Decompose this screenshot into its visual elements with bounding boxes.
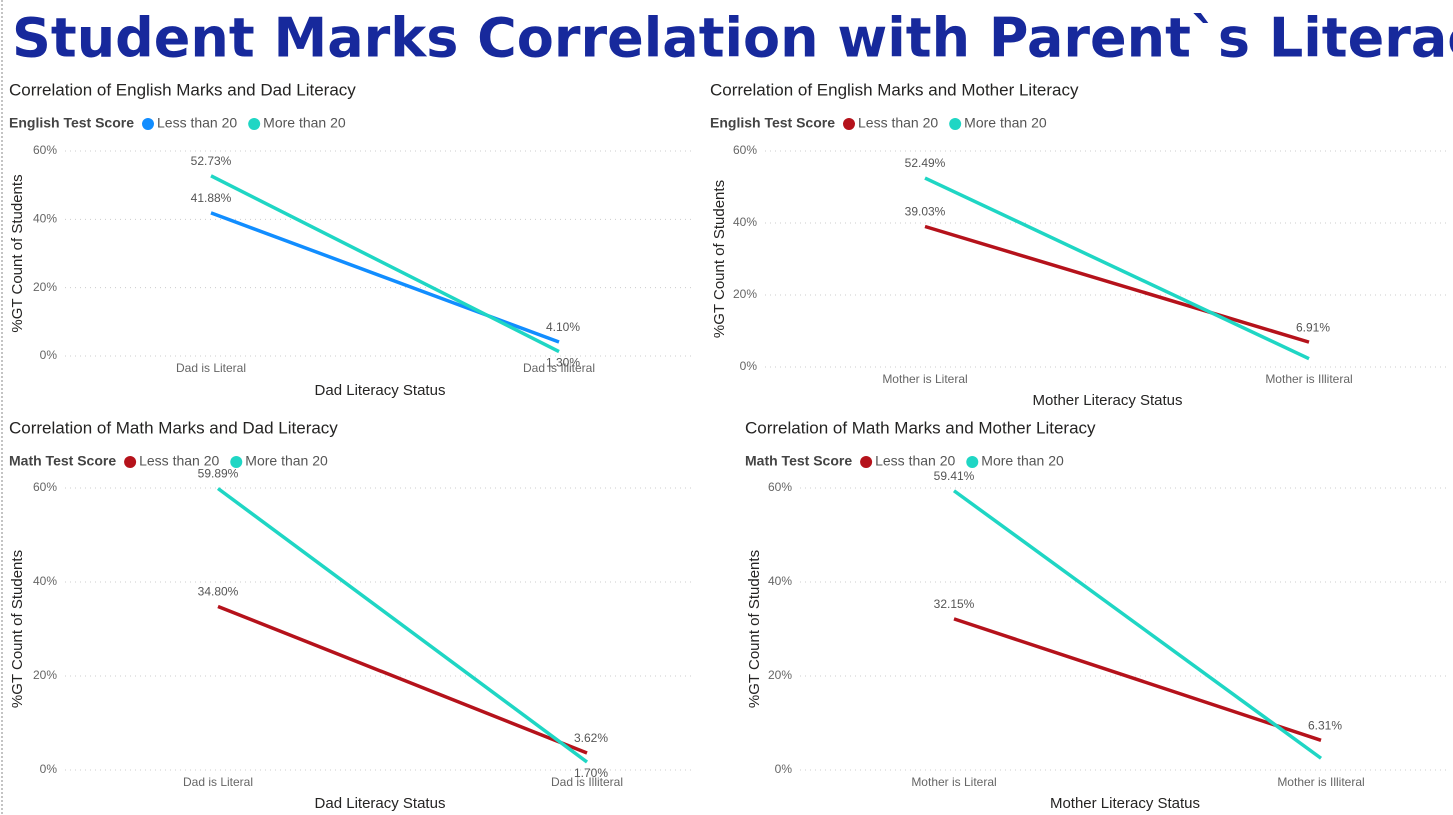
chart: Correlation of Math Marks and Dad Litera… <box>9 418 695 812</box>
x-axis-label: Mother Literacy Status <box>1050 795 1200 812</box>
legend-title: English Test Score <box>9 115 134 131</box>
y-tick-label: 40% <box>733 215 757 229</box>
legend-marker <box>124 456 137 468</box>
data-label: 52.73% <box>191 154 232 168</box>
series-line <box>924 224 1310 344</box>
series-line <box>952 489 1323 760</box>
data-label: 6.31% <box>1308 719 1342 733</box>
x-tick-label: Dad is Literal <box>176 361 246 375</box>
legend-marker <box>142 118 154 130</box>
x-tick-label: Mother is Literal <box>911 775 996 789</box>
data-label: 1.30% <box>546 356 580 370</box>
x-tick-label: Dad is Literal <box>183 775 253 789</box>
legend-label: More than 20 <box>263 115 346 131</box>
y-axis-label: %GT Count of Students <box>9 550 26 708</box>
y-tick-label: 40% <box>768 574 792 588</box>
y-axis-label: %GT Count of Students <box>9 174 26 332</box>
chart: Correlation of Math Marks and Mother Lit… <box>745 418 1450 812</box>
data-label: 59.41% <box>934 469 975 483</box>
legend-marker <box>843 118 855 130</box>
series-line <box>216 487 589 764</box>
data-label: 34.80% <box>198 585 239 599</box>
legend-label: Less than 20 <box>875 453 955 469</box>
dashboard-title: Student Marks Correlation with Parent`s … <box>12 7 1453 70</box>
data-label: 4.10% <box>546 320 580 334</box>
y-tick-label: 0% <box>40 348 58 362</box>
y-tick-label: 20% <box>33 668 57 682</box>
x-tick-label: Mother is Illiteral <box>1265 372 1352 386</box>
series-line <box>217 604 588 755</box>
chart: Correlation of English Marks and Mother … <box>710 80 1450 409</box>
data-label: 3.62% <box>574 731 608 745</box>
series-line <box>210 211 560 344</box>
x-tick-label: Dad is Illiteral <box>551 775 623 789</box>
x-axis-label: Dad Literacy Status <box>315 795 446 812</box>
x-axis-label: Mother Literacy Status <box>1032 392 1182 409</box>
y-tick-label: 60% <box>33 480 57 494</box>
y-tick-label: 20% <box>733 287 757 301</box>
legend-marker <box>966 456 979 468</box>
data-label: 6.91% <box>1296 320 1330 334</box>
y-tick-label: 60% <box>33 143 57 157</box>
x-tick-label: Mother is Literal <box>882 372 967 386</box>
y-tick-label: 0% <box>775 762 793 776</box>
y-tick-label: 20% <box>768 668 792 682</box>
legend-title: Math Test Score <box>9 453 116 469</box>
y-tick-label: 0% <box>740 359 758 373</box>
legend-title: Math Test Score <box>745 453 852 469</box>
legend-marker <box>949 118 962 130</box>
x-axis-label: Dad Literacy Status <box>315 382 446 399</box>
y-tick-label: 20% <box>33 280 57 294</box>
data-label: 52.49% <box>905 156 946 170</box>
legend-marker <box>230 456 243 468</box>
y-tick-label: 40% <box>33 574 57 588</box>
data-label: 32.15% <box>934 597 975 611</box>
chart-title: Correlation of Math Marks and Dad Litera… <box>9 418 338 437</box>
legend-marker <box>248 118 261 130</box>
data-label: 39.03% <box>905 205 946 219</box>
y-axis-label: %GT Count of Students <box>746 550 763 708</box>
y-axis-label: %GT Count of Students <box>711 180 728 338</box>
data-label: 59.89% <box>198 467 239 481</box>
y-tick-label: 0% <box>40 762 58 776</box>
chart-title: Correlation of English Marks and Dad Lit… <box>9 80 356 99</box>
series-line <box>924 176 1310 361</box>
legend-label: More than 20 <box>981 453 1064 469</box>
legend-marker <box>860 456 873 468</box>
series-line <box>953 617 1322 743</box>
y-tick-label: 40% <box>33 212 57 226</box>
legend-label: Less than 20 <box>157 115 237 131</box>
data-label: 1.70% <box>574 766 608 780</box>
series-line <box>210 174 560 354</box>
chart: Correlation of English Marks and Dad Lit… <box>9 80 695 399</box>
x-tick-label: Dad is Illiteral <box>523 361 595 375</box>
x-tick-label: Mother is Illiteral <box>1277 775 1364 789</box>
legend-label: Less than 20 <box>858 115 938 131</box>
chart-title: Correlation of Math Marks and Mother Lit… <box>745 418 1096 437</box>
legend-label: More than 20 <box>964 115 1047 131</box>
chart-title: Correlation of English Marks and Mother … <box>710 80 1079 99</box>
legend-title: English Test Score <box>710 115 835 131</box>
y-tick-label: 60% <box>768 480 792 494</box>
legend-label: More than 20 <box>245 453 328 469</box>
data-label: 41.88% <box>191 191 232 205</box>
y-tick-label: 60% <box>733 143 757 157</box>
legend-label: Less than 20 <box>139 453 219 469</box>
